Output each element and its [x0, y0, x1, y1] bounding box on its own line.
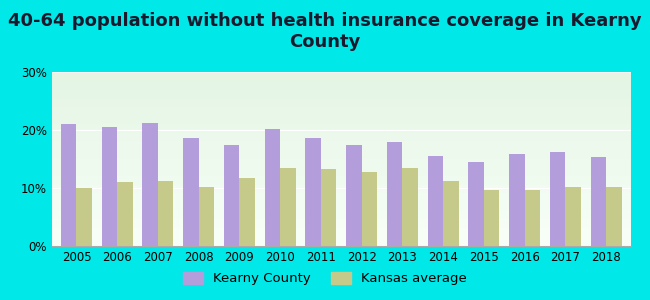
Bar [346, 145, 361, 246]
Bar [142, 123, 158, 246]
Bar [550, 152, 566, 246]
Bar [101, 127, 117, 246]
Bar [265, 129, 280, 246]
Bar [239, 178, 255, 246]
Legend: Kearny County, Kansas average: Kearny County, Kansas average [177, 266, 473, 290]
Bar [509, 154, 525, 246]
Bar [361, 172, 377, 246]
Bar [525, 190, 540, 246]
Bar [428, 155, 443, 246]
Bar [61, 124, 77, 246]
Bar [566, 187, 581, 246]
Bar [402, 168, 418, 246]
Bar [591, 157, 606, 246]
Bar [77, 188, 92, 246]
Bar [183, 138, 199, 246]
Bar [224, 145, 239, 246]
Bar [484, 190, 499, 246]
Bar [321, 169, 336, 246]
Text: 40-64 population without health insurance coverage in Kearny
County: 40-64 population without health insuranc… [8, 12, 642, 51]
Bar [469, 163, 484, 246]
Bar [280, 168, 296, 246]
Bar [158, 181, 174, 246]
Bar [606, 187, 621, 246]
Bar [306, 138, 321, 246]
Bar [117, 182, 133, 246]
Bar [387, 142, 402, 246]
Bar [443, 181, 459, 246]
Bar [199, 187, 214, 246]
